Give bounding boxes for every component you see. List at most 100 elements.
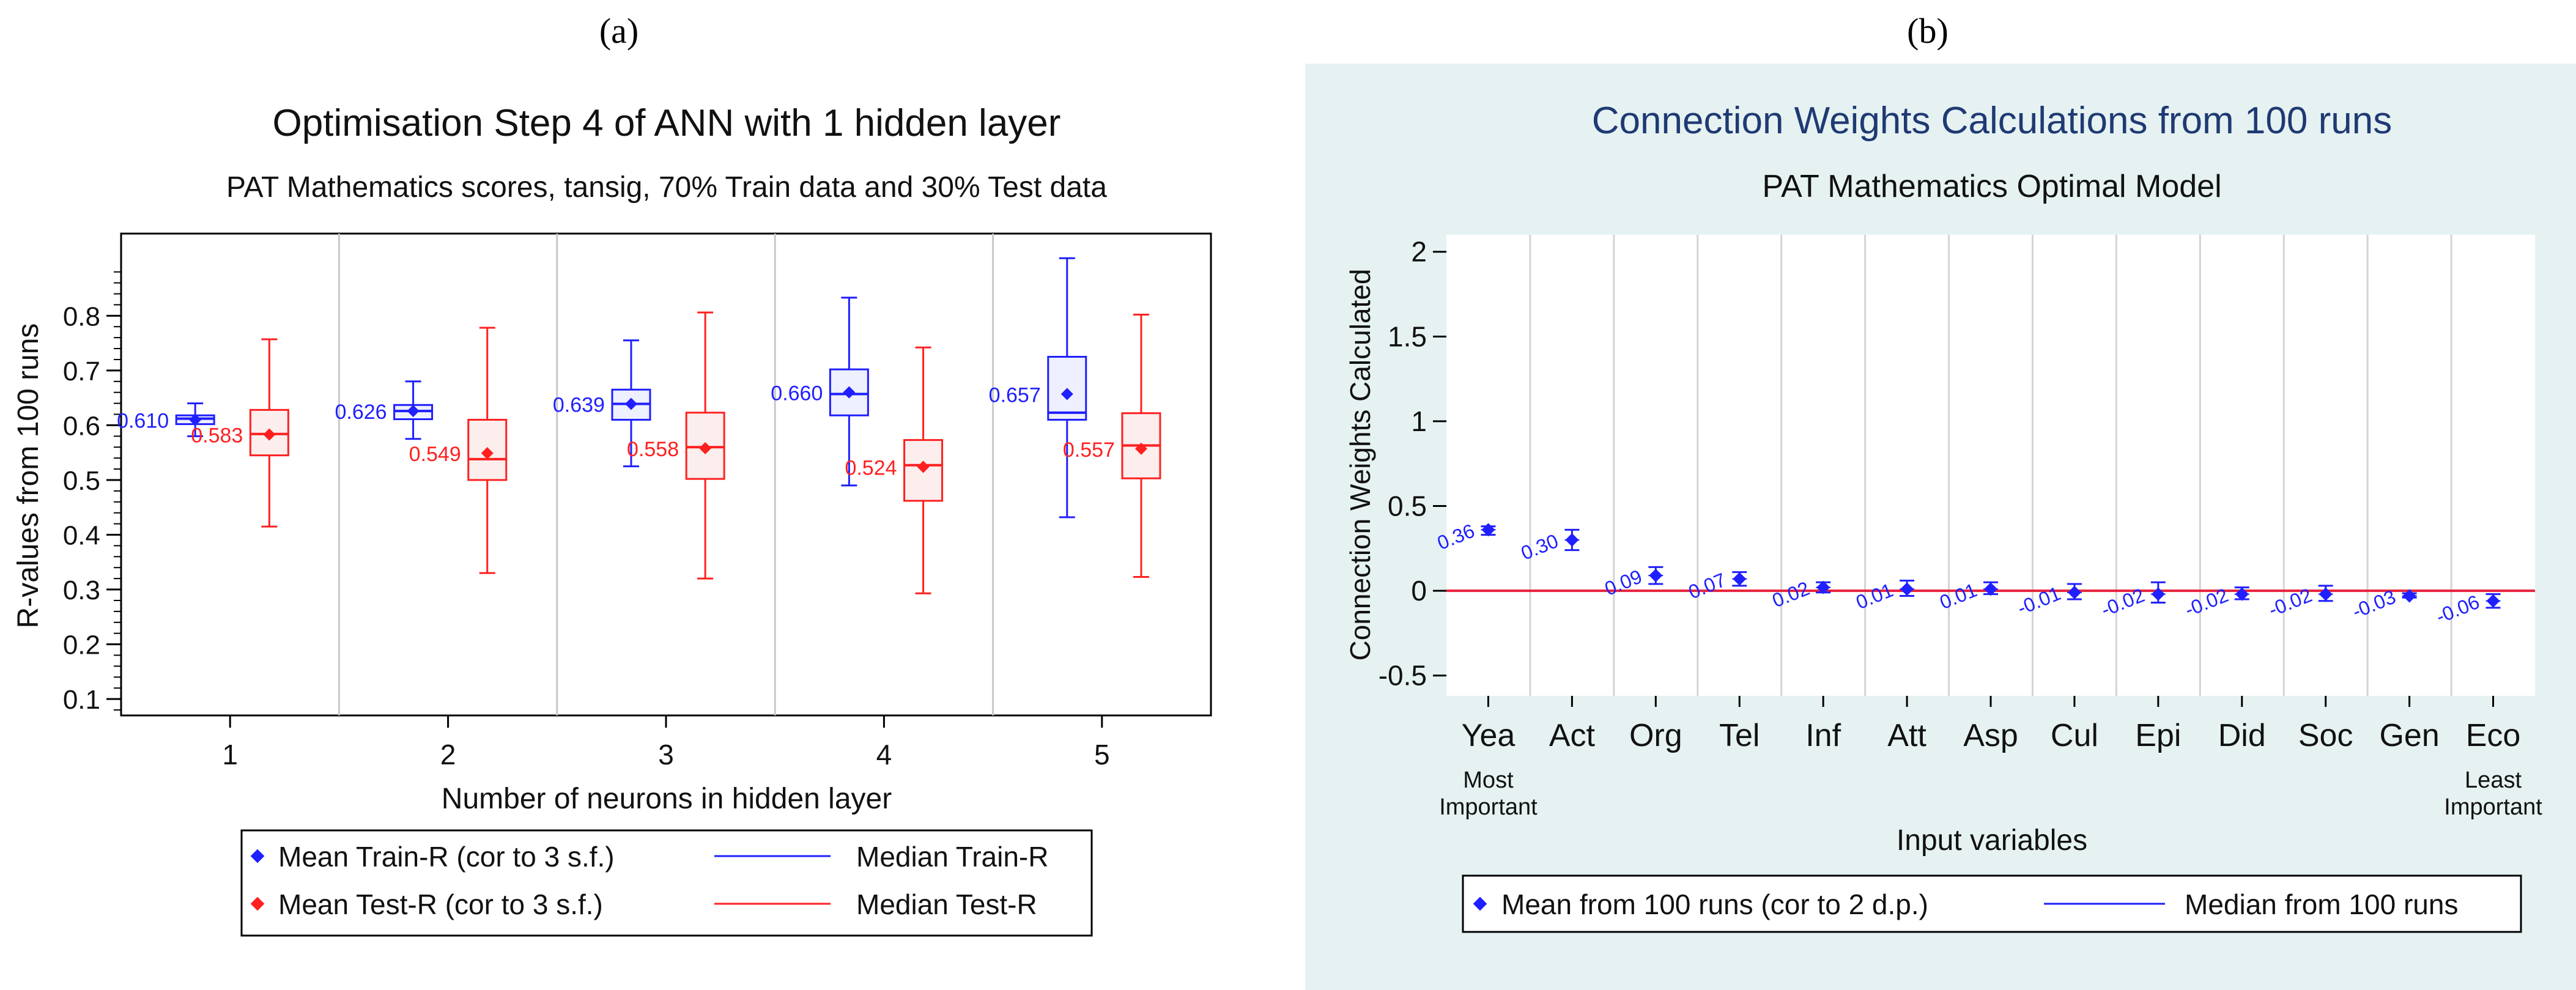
chart-a-y-label: R-values from 100 runs: [12, 323, 45, 629]
box-mean-marker: [263, 428, 276, 441]
y-tick-label: 0.6: [63, 411, 100, 441]
legend-mean-test-marker: [250, 896, 265, 911]
x-tick-label: Eco: [2466, 718, 2521, 753]
x-tick-label: 3: [658, 739, 674, 770]
box-mean-label: 0.660: [771, 382, 823, 405]
box-mean-marker: [189, 413, 202, 426]
legend-mean-test-label: Mean Test-R (cor to 3 s.f.): [278, 888, 603, 920]
box-mean-marker: [481, 447, 494, 460]
annotation-least-important: Important: [2444, 794, 2542, 820]
box-mean-label: 0.558: [627, 438, 679, 461]
x-tick-label: Inf: [1805, 718, 1841, 753]
box-mean-label: 0.583: [191, 424, 243, 448]
x-tick-label: Tel: [1719, 718, 1760, 753]
mean-marker: [2319, 587, 2333, 601]
mean-marker: [2402, 589, 2416, 603]
box-mean-marker: [407, 405, 420, 418]
legend-mean-train-marker: [250, 849, 265, 863]
chart-b-legend-frame: [1462, 874, 2522, 933]
mean-marker: [1984, 582, 1997, 596]
chart-a-subtitle: PAT Mathematics scores, tansig, 70% Trai…: [226, 171, 1107, 204]
box-mean-label: 0.657: [989, 383, 1041, 407]
chart-a-legend: Mean Train-R (cor to 3 s.f.) Median Trai…: [240, 829, 1093, 937]
y-tick-label: 2: [1411, 236, 1427, 268]
panel-a: (a) Optimisation Step 4 of ANN with 1 hi…: [12, 11, 1212, 937]
chart-b-plot-area: [1446, 235, 2535, 696]
x-tick-label: Yea: [1462, 718, 1516, 753]
chart-b-category-separators: [1529, 235, 2452, 696]
mean-marker: [1649, 569, 1663, 583]
mean-marker: [1733, 572, 1747, 586]
chart-b-legend: Mean from 100 runs (cor to 2 d.p.) Media…: [1462, 874, 2522, 933]
legend-mean-marker: [1473, 896, 1487, 911]
box-mean-marker: [843, 386, 856, 399]
y-tick-label: 0.5: [63, 466, 100, 496]
chart-b-y-axis: -0.5 0 0.5 1 1.5 2: [1379, 236, 1446, 692]
legend-median-train-label: Median Train-R: [856, 841, 1048, 873]
mean-marker: [2235, 587, 2249, 601]
y-tick-label: 0.5: [1388, 490, 1427, 522]
x-tick-label: 5: [1094, 739, 1110, 770]
chart-a-boxes: 0.610 0.626 0.639 0.660 0.657 0.583 0.549 0.558…: [117, 257, 1161, 594]
box-mean-label: 0.626: [335, 401, 387, 424]
chart-a-category-separators: [338, 234, 994, 715]
y-tick-label: 0.7: [63, 356, 100, 386]
x-tick-label: Soc: [2298, 718, 2353, 753]
x-tick-label: 2: [440, 739, 456, 770]
box-mean-marker: [699, 442, 712, 455]
y-tick-label: 0.2: [63, 630, 100, 660]
x-tick-label: Act: [1549, 718, 1596, 753]
chart-b-subtitle: PAT Mathematics Optimal Model: [1762, 169, 2221, 204]
legend-median-label: Median from 100 runs: [2185, 888, 2458, 920]
mean-marker: [2486, 594, 2500, 608]
y-tick-label: 0.4: [63, 521, 100, 551]
chart-a-title: Optimisation Step 4 of ANN with 1 hidden…: [273, 102, 1061, 144]
annotation-most-important: Most: [1463, 767, 1514, 793]
x-tick-label: Org: [1629, 718, 1682, 753]
chart-b-y-label: Connection Weights Calculated: [1344, 269, 1376, 661]
y-tick-label: 0: [1411, 575, 1427, 607]
mean-marker: [1481, 523, 1495, 537]
annotation-most-important: Important: [1439, 794, 1538, 820]
mean-marker: [1900, 582, 1914, 596]
y-tick-label: 0.1: [63, 685, 100, 715]
box-mean-marker: [917, 460, 930, 473]
box-mean-label: 0.639: [553, 393, 605, 416]
y-tick-label: 1.5: [1388, 320, 1427, 352]
y-tick-label: 1: [1411, 405, 1427, 437]
y-tick-label: 0.8: [63, 301, 100, 331]
x-tick-label: Epi: [2135, 718, 2181, 753]
legend-mean-label: Mean from 100 runs (cor to 2 d.p.): [1501, 888, 1928, 920]
chart-a-y-axis: 0.1 0.2 0.3 0.4 0.5 0.6 0.7 0.8: [63, 271, 121, 715]
chart-a-legend-frame: [240, 829, 1093, 937]
x-tick-label: 4: [876, 739, 892, 770]
chart-b-x-axis: Yea Act Org Tel Inf Att Asp Cul Epi Did Soc Gen Eco: [1462, 696, 2521, 753]
legend-median-test-label: Median Test-R: [856, 888, 1037, 920]
mean-marker: [1816, 580, 1830, 594]
x-tick-label: Did: [2218, 718, 2266, 753]
legend-mean-train-label: Mean Train-R (cor to 3 s.f.): [278, 841, 615, 873]
box-mean-label: 0.524: [845, 456, 897, 479]
box-mean-marker: [624, 397, 637, 410]
box-mean-marker: [1060, 388, 1073, 401]
panel-b-label: (b): [1907, 11, 1949, 51]
annotation-least-important: Least: [2465, 767, 2522, 793]
panel-a-label: (a): [599, 11, 638, 51]
chart-b-title: Connection Weights Calculations from 100…: [1592, 100, 2392, 142]
box-mean-label: 0.610: [117, 409, 169, 432]
box-mean-marker: [1134, 442, 1147, 455]
mean-marker: [1565, 533, 1579, 547]
chart-a-x-label: Number of neurons in hidden layer: [442, 783, 892, 815]
mean-marker: [2151, 587, 2165, 601]
box-mean-label: 0.557: [1063, 438, 1115, 462]
x-tick-label: Gen: [2379, 718, 2439, 753]
x-tick-label: Cul: [2051, 718, 2098, 753]
y-tick-label: 0.3: [63, 575, 100, 605]
y-tick-label: -0.5: [1379, 660, 1427, 692]
mean-marker: [2067, 585, 2081, 599]
box-iqr: [685, 412, 725, 480]
x-tick-label: Att: [1887, 718, 1926, 753]
box-mean-label: 0.549: [409, 443, 461, 466]
